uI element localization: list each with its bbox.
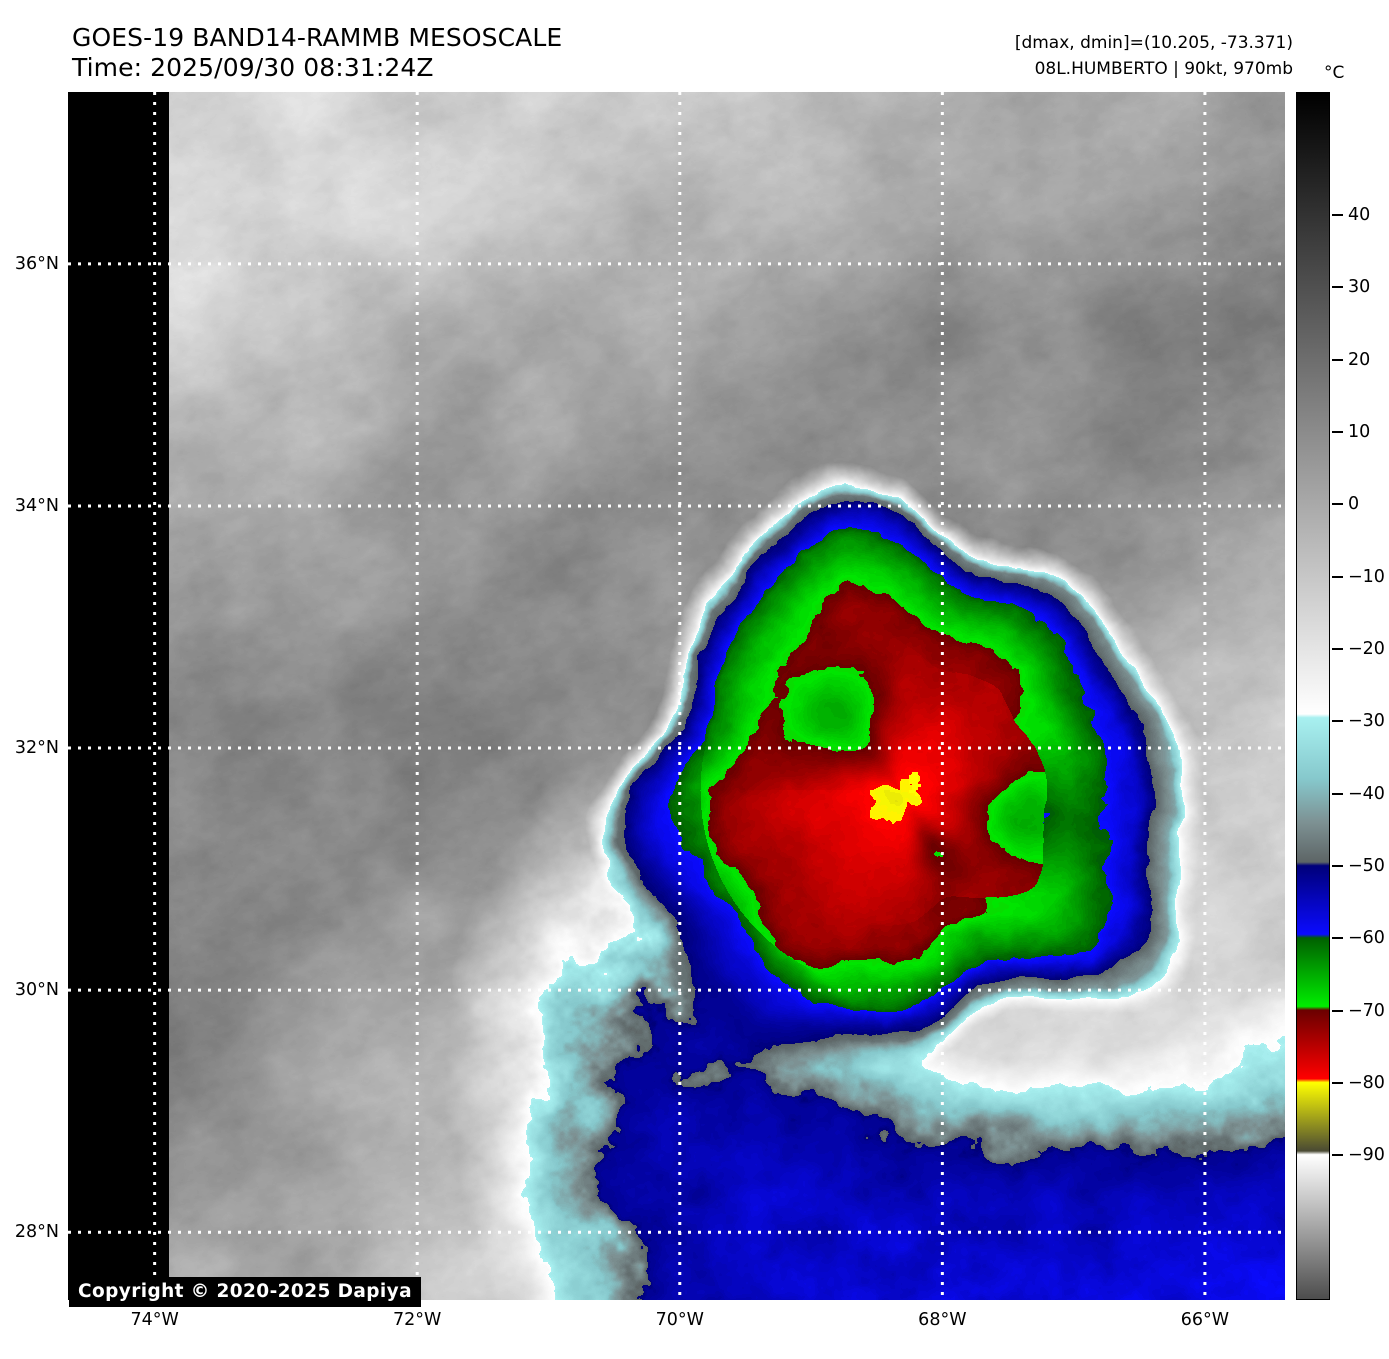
- colorbar-tick-label: 20: [1348, 349, 1371, 370]
- colorbar-tick-label: 30: [1348, 277, 1371, 298]
- lat-tick-label: 28°N: [14, 1222, 59, 1243]
- colorbar-tick-label: −20: [1348, 638, 1385, 659]
- colorbar-tick-label: −90: [1348, 1145, 1385, 1166]
- lon-tick-label: 70°W: [655, 1310, 704, 1330]
- colorbar-tick-mark: [1332, 213, 1343, 216]
- colorbar-tick-mark: [1332, 286, 1343, 289]
- colorbar-tick-label: −40: [1348, 783, 1385, 804]
- colorbar-tick-mark: [1332, 720, 1343, 723]
- colorbar-tick-label: 10: [1348, 421, 1371, 442]
- satellite-imagery: [68, 92, 1285, 1300]
- colorbar-tick-mark: [1332, 430, 1343, 433]
- lat-tick-label: 30°N: [14, 980, 59, 1001]
- lat-tick-label: 36°N: [14, 253, 59, 274]
- colorbar-tick-label: −50: [1348, 855, 1385, 876]
- colorbar-tick-mark: [1332, 864, 1343, 867]
- colorbar-tick-label: −80: [1348, 1072, 1385, 1093]
- colorbar-units-label: °C: [1324, 63, 1345, 83]
- lon-tick-label: 68°W: [918, 1310, 967, 1330]
- lat-tick-label: 32°N: [14, 738, 59, 759]
- colorbar-tick-label: −30: [1348, 711, 1385, 732]
- colorbar-tick-label: −70: [1348, 1000, 1385, 1021]
- storm-info-label: 08L.HUMBERTO | 90kt, 970mb: [1034, 59, 1293, 79]
- lon-tick-label: 72°W: [393, 1310, 442, 1330]
- lat-tick-label: 34°N: [14, 495, 59, 516]
- copyright-notice: Copyright © 2020-2025 Dapiya: [69, 1277, 421, 1307]
- dmax-dmin-label: [dmax, dmin]=(10.205, -73.371): [1014, 33, 1293, 53]
- colorbar-tick-mark: [1332, 937, 1343, 940]
- colorbar-tick-label: 0: [1348, 494, 1360, 515]
- colorbar-tick-mark: [1332, 503, 1343, 506]
- page-title: GOES-19 BAND14-RAMMB MESOSCALE: [72, 23, 563, 52]
- colorbar-tick-label: −10: [1348, 566, 1385, 587]
- colorbar-tick-label: −60: [1348, 928, 1385, 949]
- colorbar-tick-mark: [1332, 358, 1343, 361]
- timestamp-label: Time: 2025/09/30 08:31:24Z: [72, 53, 434, 82]
- colorbar-tick-mark: [1332, 1081, 1343, 1084]
- colorbar-tick-mark: [1332, 575, 1343, 578]
- colorbar-gradient: [1297, 93, 1329, 1299]
- satellite-image-panel[interactable]: [68, 92, 1285, 1300]
- colorbar-tick-label: 40: [1348, 204, 1371, 225]
- colorbar-tick-mark: [1332, 792, 1343, 795]
- lon-tick-label: 74°W: [130, 1310, 179, 1330]
- colorbar-tick-mark: [1332, 647, 1343, 650]
- lon-tick-label: 66°W: [1180, 1310, 1230, 1330]
- colorbar-tick-mark: [1332, 1154, 1343, 1157]
- colorbar: [1296, 92, 1330, 1300]
- colorbar-tick-mark: [1332, 1009, 1343, 1012]
- lat-lon-gridlines: [68, 92, 1285, 1300]
